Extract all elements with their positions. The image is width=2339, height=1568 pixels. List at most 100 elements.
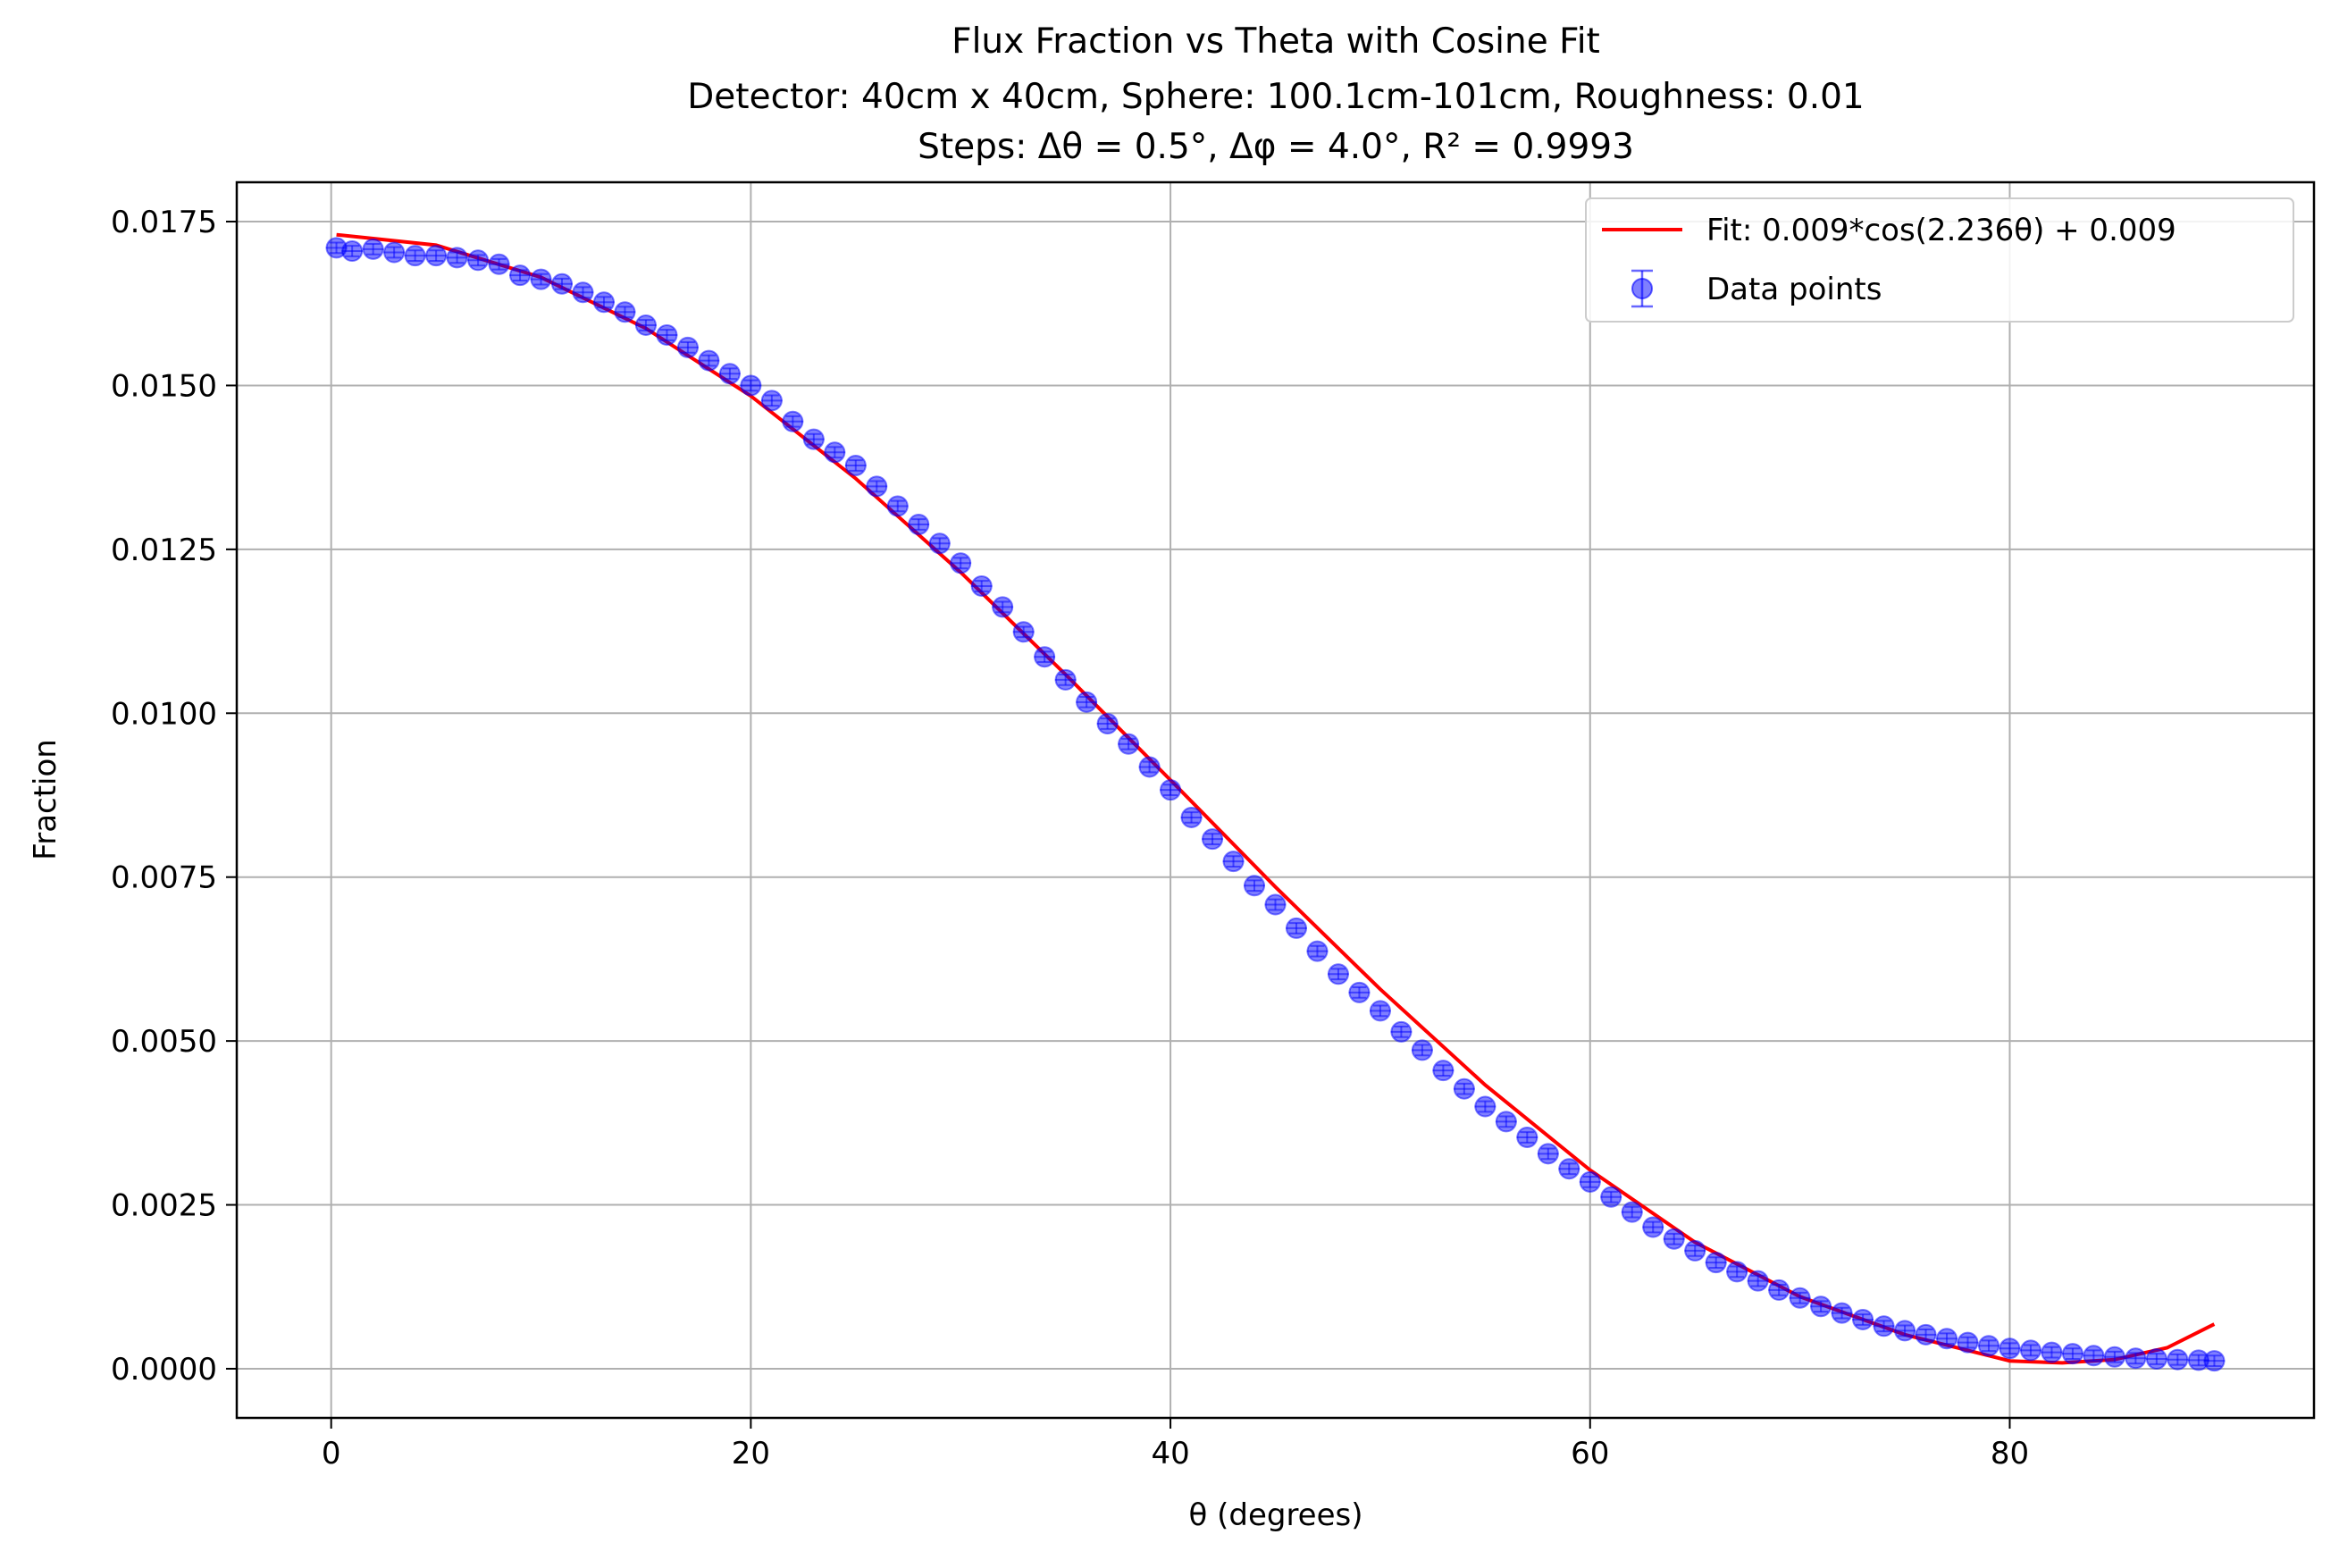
data-point [425, 245, 448, 267]
legend-box [1585, 197, 2294, 323]
data-point [1936, 1328, 1958, 1350]
legend-fit-label: Fit: 0.009*cos(2.236θ) + 0.009 [1706, 213, 2176, 248]
data-point [446, 247, 468, 269]
x-tick-label: 60 [1571, 1436, 1609, 1472]
data-point [908, 513, 930, 535]
x-axis-label: θ (degrees) [1188, 1497, 1362, 1533]
data-point [1789, 1287, 1811, 1309]
data-point [928, 532, 951, 555]
data-point [698, 349, 720, 372]
y-tick-label: 0.0000 [111, 1352, 217, 1388]
data-point [1160, 779, 1182, 801]
data-point [676, 336, 699, 358]
data-point [760, 390, 783, 412]
data-point [1034, 646, 1056, 668]
grid-lines [237, 182, 2314, 1418]
data-point [970, 574, 993, 597]
data-point [341, 240, 364, 263]
data-point [1873, 1315, 1895, 1337]
x-tick-label: 0 [322, 1436, 341, 1472]
data-point [1600, 1186, 1622, 1208]
x-tick-label: 20 [732, 1436, 770, 1472]
y-tick-label: 0.0025 [111, 1188, 217, 1224]
data-point [1747, 1270, 1769, 1292]
data-point [1118, 733, 1140, 755]
data-point [1537, 1143, 1559, 1165]
data-point [467, 249, 490, 272]
data-point [509, 264, 532, 287]
data-point [1999, 1337, 2021, 1360]
data-point [824, 441, 846, 464]
data-point [1642, 1216, 1664, 1238]
data-point [1579, 1170, 1601, 1193]
x-tick-label: 80 [1991, 1436, 2029, 1472]
data-point [844, 454, 867, 476]
data-point [2167, 1348, 2189, 1371]
x-tick-label: 40 [1151, 1436, 1189, 1472]
y-tick-label: 0.0125 [111, 532, 217, 568]
data-point [383, 241, 406, 264]
data-point [1831, 1302, 1853, 1324]
data-point [1915, 1323, 1937, 1346]
data-point [530, 268, 552, 290]
data-point [614, 301, 636, 323]
data-point [592, 291, 615, 314]
data-point [1012, 621, 1035, 643]
chart-title-line-3: Steps: Δθ = 0.5°, Δφ = 4.0°, R² = 0.9993 [918, 127, 1634, 167]
data-point [1076, 691, 1098, 713]
data-point [1306, 940, 1329, 962]
data-point [2041, 1341, 2063, 1363]
chart-title-line-1: Flux Fraction vs Theta with Cosine Fit [952, 21, 1600, 62]
y-tick-label: 0.0100 [111, 696, 217, 732]
data-point [1264, 893, 1287, 916]
data-point [656, 323, 678, 346]
data-point [740, 374, 762, 397]
y-tick-label: 0.0150 [111, 368, 217, 404]
data-point [551, 273, 574, 295]
y-tick-label: 0.0175 [111, 205, 217, 240]
data-point [2125, 1347, 2147, 1370]
data-point [1054, 668, 1077, 691]
fit-series [336, 232, 2216, 1365]
data-point [1453, 1077, 1475, 1100]
data-point [1663, 1228, 1685, 1250]
data-point [2145, 1347, 2167, 1370]
data-point [886, 495, 909, 517]
data-point [1810, 1295, 1832, 1318]
data-point [488, 253, 510, 275]
chart-title: Flux Fraction vs Theta with Cosine Fit D… [687, 21, 1864, 167]
chart-title-line-2: Detector: 40cm x 40cm, Sphere: 100.1cm-1… [687, 77, 1864, 117]
data-point [992, 596, 1014, 618]
data-points-series [325, 237, 2226, 1372]
data-point [1977, 1335, 1999, 1357]
y-tick-label: 0.0075 [111, 860, 217, 896]
legend: Fit: 0.009*cos(2.236θ) + 0.009 Data poin… [1585, 197, 2294, 323]
data-point [802, 428, 825, 450]
data-point [1369, 1000, 1391, 1022]
data-point [362, 238, 384, 260]
data-point [866, 475, 888, 498]
data-point [2061, 1343, 2083, 1365]
data-point [1285, 917, 1307, 939]
data-point [1852, 1308, 1874, 1330]
data-point [634, 314, 657, 336]
data-point [950, 552, 972, 574]
data-point [782, 410, 804, 432]
data-point [1222, 851, 1245, 873]
data-point [1327, 963, 1349, 985]
data-point [1244, 875, 1266, 897]
data-point [1957, 1331, 1979, 1354]
data-point [1202, 828, 1224, 851]
y-axis-ticks: 0.0000 0.0025 0.0050 0.0075 0.0100 0.0125 0.01… [111, 205, 237, 1388]
fit-line [336, 232, 2216, 1365]
data-point [1894, 1320, 1916, 1342]
data-point [1705, 1252, 1727, 1274]
data-point [572, 281, 594, 304]
data-point [1726, 1261, 1748, 1283]
data-point [1516, 1126, 1538, 1148]
data-point [718, 363, 741, 385]
data-point [2083, 1345, 2105, 1367]
data-point [1432, 1060, 1455, 1082]
